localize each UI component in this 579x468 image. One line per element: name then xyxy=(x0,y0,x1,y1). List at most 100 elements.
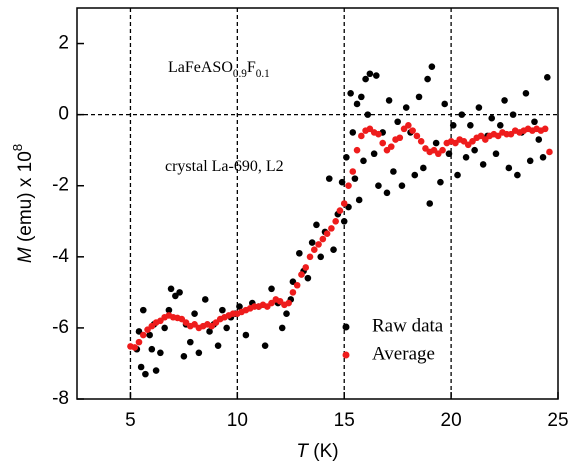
data-point xyxy=(347,90,354,97)
data-point xyxy=(496,122,504,129)
data-point xyxy=(219,306,226,314)
data-point xyxy=(426,200,434,207)
x-axis-label: T (K) xyxy=(296,441,338,462)
data-point xyxy=(167,285,175,293)
legend-marker xyxy=(342,351,350,359)
label-part: T xyxy=(296,441,309,462)
data-point xyxy=(509,111,517,118)
data-point xyxy=(432,139,440,147)
data-point xyxy=(355,196,363,204)
data-point xyxy=(445,150,453,158)
data-point xyxy=(526,157,534,165)
data-point xyxy=(325,175,333,182)
y-tick-label: 2 xyxy=(58,33,69,54)
data-point xyxy=(424,75,431,83)
data-point xyxy=(505,164,513,172)
data-point xyxy=(317,253,325,261)
data-point xyxy=(336,207,344,214)
annotation: LaFeASO0.9F0.1 xyxy=(168,59,270,80)
data-point xyxy=(310,246,318,254)
data-point xyxy=(332,217,339,225)
data-point xyxy=(330,246,337,254)
data-point xyxy=(353,100,361,108)
data-point xyxy=(236,303,243,310)
data-point xyxy=(390,168,397,175)
data-point xyxy=(343,153,350,161)
data-point xyxy=(293,281,301,289)
data-point xyxy=(187,338,194,346)
data-point xyxy=(131,344,139,351)
data-point xyxy=(405,122,412,129)
label-part: 8 xyxy=(10,144,25,151)
data-point xyxy=(535,136,543,143)
y-axis-label: M (emu) x 108 xyxy=(10,144,36,263)
data-point xyxy=(349,129,357,136)
data-point xyxy=(441,100,448,108)
data-point xyxy=(315,241,322,248)
data-point xyxy=(514,171,521,179)
data-point xyxy=(488,114,496,122)
data-point xyxy=(268,285,275,293)
data-point xyxy=(338,178,346,186)
data-point xyxy=(302,264,310,271)
data-point xyxy=(398,182,406,190)
data-point xyxy=(139,306,147,314)
data-point xyxy=(383,189,391,197)
data-point xyxy=(544,74,551,81)
label-part: 0.9 xyxy=(233,68,247,80)
data-point xyxy=(402,104,410,111)
data-point xyxy=(289,289,297,296)
data-point xyxy=(411,171,419,179)
data-point xyxy=(372,72,380,79)
data-point xyxy=(475,104,483,111)
data-point xyxy=(191,310,198,317)
data-point xyxy=(409,127,416,134)
data-point xyxy=(201,296,209,303)
data-point xyxy=(278,324,286,332)
data-point xyxy=(387,143,395,150)
data-point xyxy=(261,342,269,349)
data-point xyxy=(214,342,222,349)
y-tick-label: -8 xyxy=(52,388,69,409)
data-point xyxy=(242,331,250,339)
data-point xyxy=(360,157,367,165)
label-part: LaFeASO xyxy=(168,59,233,76)
label-part: M xyxy=(15,247,36,263)
data-point xyxy=(415,93,423,101)
data-point xyxy=(323,230,331,238)
label-part: (emu) x 10 xyxy=(15,151,36,247)
data-point xyxy=(148,345,156,353)
label-part: F xyxy=(247,59,256,76)
y-tick-label: -6 xyxy=(52,317,69,338)
x-tick-label: 10 xyxy=(227,410,248,431)
data-point xyxy=(420,164,427,172)
data-point xyxy=(454,171,461,179)
y-tick-label: -4 xyxy=(52,246,69,267)
data-point xyxy=(223,324,230,332)
data-point xyxy=(358,93,365,101)
data-point xyxy=(135,338,143,346)
data-point xyxy=(492,150,500,158)
data-point xyxy=(308,239,316,246)
data-point xyxy=(146,331,153,339)
data-point xyxy=(152,367,160,374)
data-point xyxy=(375,130,382,138)
data-point xyxy=(437,178,444,186)
data-point xyxy=(449,122,457,129)
y-tick-label: -2 xyxy=(52,175,69,196)
data-point xyxy=(375,182,382,190)
data-point xyxy=(396,134,404,142)
data-point xyxy=(161,324,168,332)
data-point xyxy=(139,331,147,339)
data-point xyxy=(304,274,312,282)
data-point xyxy=(471,146,478,154)
data-point xyxy=(345,182,352,190)
data-point xyxy=(439,146,446,154)
data-point xyxy=(379,139,387,147)
y-tick-label: 0 xyxy=(58,104,69,125)
data-point xyxy=(137,363,145,371)
data-point xyxy=(195,349,203,357)
data-point xyxy=(362,75,369,83)
data-point xyxy=(467,122,474,129)
